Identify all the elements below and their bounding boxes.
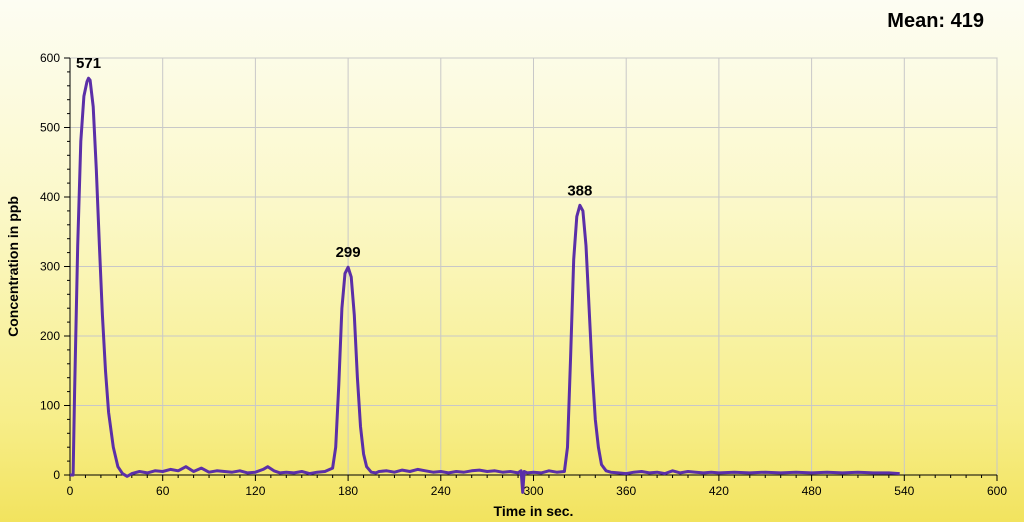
y-tick-label: 500 [40,121,60,135]
x-tick-label: 420 [709,484,729,498]
y-axis-title: Concentration in ppb [5,196,21,337]
peak-labels: 571 299 388 [76,55,592,261]
x-tick-label: 240 [431,484,451,498]
x-axis-title: Time in sec. [494,503,574,519]
grid [69,57,998,476]
y-tick-label: 300 [40,260,60,274]
x-tick-label: 360 [616,484,636,498]
tick-labels: 0 60 120 180 240 300 360 420 480 540 600 0 100 200 300… [40,51,1007,498]
peak-value-label: 571 [76,55,101,72]
mean-label: Mean: 419 [887,10,984,33]
x-tick-label: 300 [523,484,543,498]
y-tick-label: 100 [40,399,60,413]
peak-value-label: 388 [567,182,592,199]
x-tick-label: 540 [894,484,914,498]
concentration-line [70,76,900,494]
y-tick-label: 400 [40,190,60,204]
y-tick-label: 200 [40,329,60,343]
x-tick-label: 120 [245,484,265,498]
peak-value-label: 299 [336,244,361,261]
y-tick-label: 600 [40,51,60,65]
x-tick-label: 0 [67,484,74,498]
x-tick-label: 60 [156,484,170,498]
x-tick-label: 480 [802,484,822,498]
y-tick-label: 0 [53,468,60,482]
mean-value-text: Mean: 419 [887,10,984,32]
axes [64,57,998,481]
series-layer [70,76,900,494]
x-tick-label: 600 [987,484,1007,498]
x-tick-label: 180 [338,484,358,498]
